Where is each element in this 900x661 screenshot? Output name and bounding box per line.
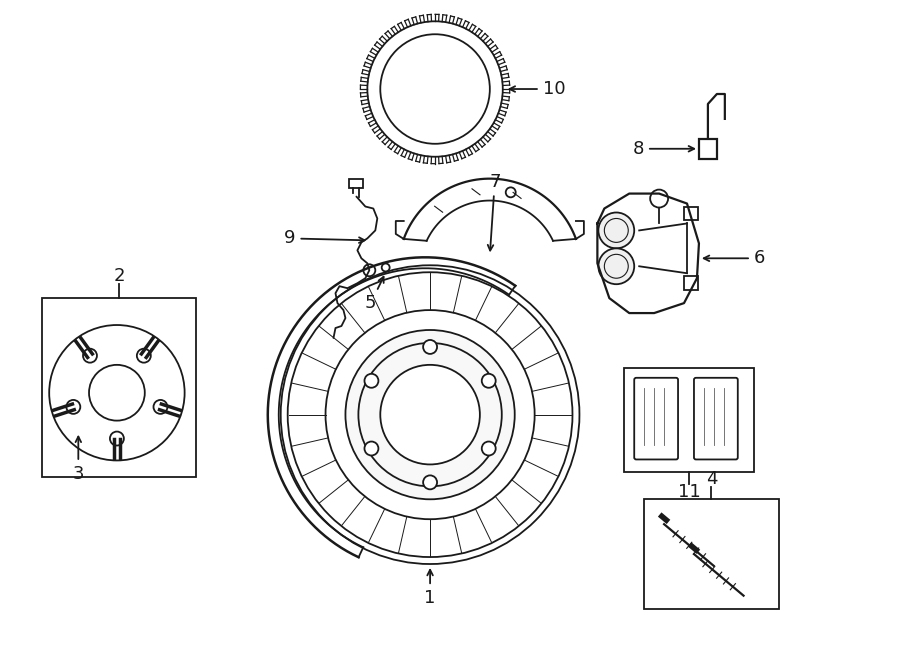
Circle shape — [598, 249, 634, 284]
Text: 5: 5 — [365, 277, 383, 312]
Circle shape — [482, 374, 496, 388]
Circle shape — [423, 475, 437, 489]
Circle shape — [598, 212, 634, 249]
Text: 9: 9 — [284, 229, 364, 247]
Circle shape — [423, 340, 437, 354]
Circle shape — [364, 264, 375, 276]
Text: 8: 8 — [633, 139, 694, 158]
Circle shape — [83, 349, 97, 363]
Circle shape — [110, 432, 124, 446]
Circle shape — [137, 349, 151, 363]
Text: 11: 11 — [678, 483, 700, 501]
Text: 7: 7 — [488, 173, 500, 251]
Bar — [41, 298, 196, 477]
Text: 4: 4 — [706, 471, 717, 488]
Bar — [699, 139, 717, 159]
Bar — [349, 178, 364, 188]
Circle shape — [482, 442, 496, 455]
Circle shape — [364, 442, 378, 455]
Bar — [644, 499, 778, 609]
Text: 6: 6 — [704, 249, 765, 267]
Text: 10: 10 — [509, 80, 565, 98]
Text: 1: 1 — [425, 570, 436, 607]
Circle shape — [364, 374, 378, 388]
Bar — [684, 206, 698, 221]
Text: 3: 3 — [73, 436, 84, 483]
Bar — [684, 276, 698, 290]
Circle shape — [381, 365, 480, 465]
Circle shape — [346, 330, 515, 499]
Text: 2: 2 — [113, 267, 124, 286]
Bar — [625, 368, 753, 473]
Circle shape — [67, 400, 80, 414]
Circle shape — [154, 400, 167, 414]
